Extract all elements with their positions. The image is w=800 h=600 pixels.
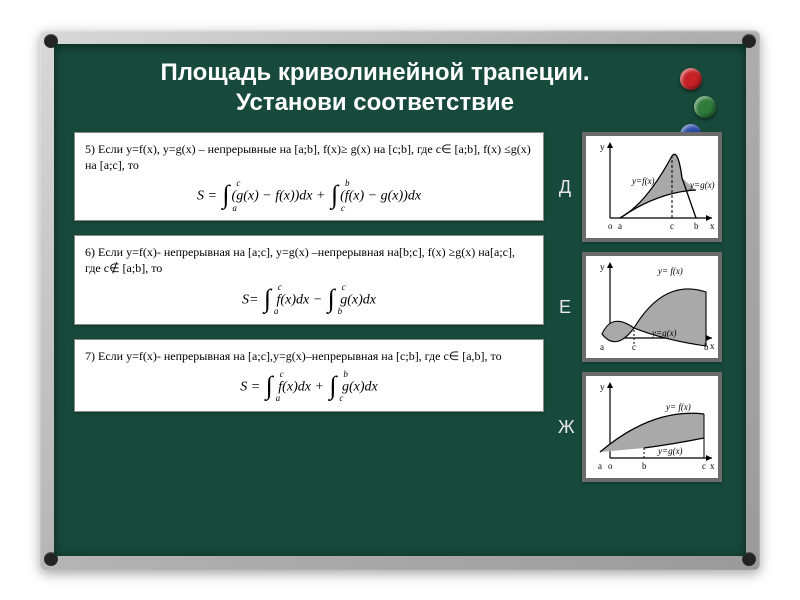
svg-text:a: a [598, 461, 602, 471]
problem-text: 7) Если y=f(x)- непрерывная на [a;c],y=g… [85, 348, 533, 364]
svg-text:c: c [702, 461, 706, 471]
svg-text:y: y [600, 262, 605, 272]
title-line-2: Установи соответствие [236, 89, 514, 116]
svg-text:c: c [670, 221, 674, 231]
graph-thumbnail: y x y= f(x) y=g(x) a c b [582, 252, 722, 362]
svg-text:y: y [600, 142, 605, 152]
svg-text:b: b [704, 342, 709, 352]
svg-text:y=g(x): y=g(x) [651, 328, 677, 338]
graph-thumbnail: y x y= f(x) y=g(x) ao b c [582, 372, 722, 482]
svg-text:y: y [600, 382, 605, 392]
graph-item: Дy x y=f(x) y=g(x) ao c b [558, 132, 726, 242]
graph-thumbnail: y x y=f(x) y=g(x) ao c b [582, 132, 722, 242]
problem-text: 6) Если y=f(x)- непрерывная на [a;c], y=… [85, 244, 533, 276]
problem-formula: S = c∫a f(x)dx + b∫c g(x)dx [85, 370, 533, 401]
svg-text:y=g(x): y=g(x) [689, 180, 715, 190]
problem-card: 7) Если y=f(x)- непрерывная на [a;c],y=g… [74, 339, 544, 412]
svg-text:y= f(x): y= f(x) [665, 402, 691, 412]
page-title: Площадь криволинейной трапеции. Установи… [70, 52, 730, 128]
svg-text:b: b [642, 461, 647, 471]
graph-item: Еy x y= f(x) y=g(x) a c b [558, 252, 726, 362]
svg-text:a: a [618, 221, 622, 231]
graph-letter: Ж [558, 417, 572, 438]
content-area: 5) Если y=f(x), y=g(x) – непрерывные на … [70, 128, 730, 482]
magnet [694, 96, 716, 118]
problem-card: 6) Если y=f(x)- непрерывная на [a;c], y=… [74, 235, 544, 324]
svg-text:x: x [710, 461, 715, 471]
graph-item: Жy x y= f(x) y=g(x) ao b c [558, 372, 726, 482]
svg-text:y=g(x): y=g(x) [657, 446, 683, 456]
svg-text:x: x [710, 221, 715, 231]
problem-text: 5) Если y=f(x), y=g(x) – непрерывные на … [85, 141, 533, 173]
problem-formula: S = c∫a(g(x) − f(x))dx + b∫c(f(x) − g(x)… [85, 179, 533, 210]
svg-text:o: o [608, 221, 613, 231]
chalkboard-surface: Площадь криволинейной трапеции. Установи… [54, 44, 746, 556]
graph-letter: Е [558, 297, 572, 318]
svg-text:c: c [632, 342, 636, 352]
svg-text:b: b [694, 221, 699, 231]
problems-column: 5) Если y=f(x), y=g(x) – непрерывные на … [74, 132, 544, 482]
graph-letter: Д [558, 177, 572, 198]
svg-text:y=f(x): y=f(x) [631, 176, 655, 186]
svg-text:x: x [710, 341, 715, 351]
svg-text:a: a [600, 342, 604, 352]
problem-card: 5) Если y=f(x), y=g(x) – непрерывные на … [74, 132, 544, 221]
title-line-1: Площадь криволинейной трапеции. [160, 59, 589, 86]
problem-formula: S= c∫a f(x)dx − c∫b g(x)dx [85, 283, 533, 314]
graphs-column: Дyxy=f(x)y=g(x)aocbЕyxy= f(x)y=g(x)acbЖy… [558, 132, 726, 482]
svg-text:y= f(x): y= f(x) [657, 266, 683, 276]
magnet [680, 68, 702, 90]
chalkboard-frame: Площадь криволинейной трапеции. Установи… [40, 30, 760, 570]
svg-text:o: o [608, 461, 613, 471]
